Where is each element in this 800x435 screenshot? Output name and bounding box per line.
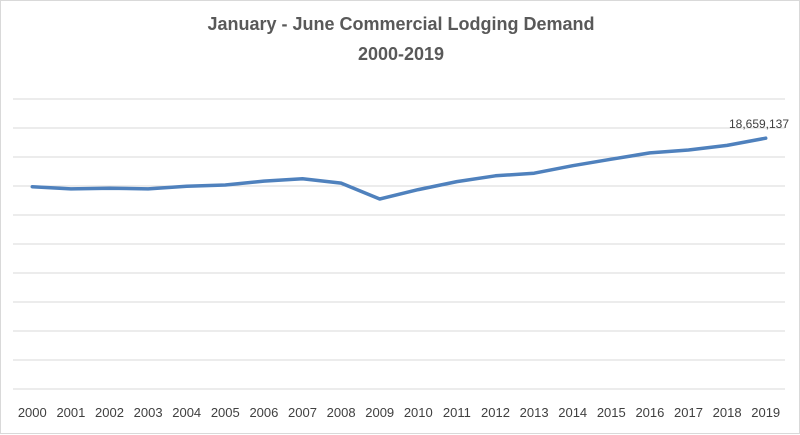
x-tick-label: 2016 [635,405,664,420]
x-tick-label: 2010 [404,405,433,420]
gridlines [13,99,785,389]
x-tick-label: 2005 [211,405,240,420]
x-axis-ticks: 2000 2001 2002 2003 2004 2005 2006 2007 2008 2009… [18,405,780,420]
x-tick-label: 2007 [288,405,317,420]
x-tick-label: 2008 [327,405,356,420]
x-tick-label: 2015 [597,405,626,420]
x-tick-label: 2009 [365,405,394,420]
x-tick-label: 2006 [249,405,278,420]
x-tick-label: 2017 [674,405,703,420]
x-tick-label: 2019 [751,405,780,420]
x-tick-label: 2014 [558,405,587,420]
series-line [32,138,765,199]
x-tick-label: 2003 [134,405,163,420]
x-tick-label: 2011 [443,405,471,420]
x-tick-label: 2004 [172,405,201,420]
x-tick-label: 2002 [95,405,124,420]
annotations: 18,659,137 [729,117,789,131]
x-tick-label: 2018 [713,405,742,420]
x-tick-label: 2000 [18,405,47,420]
x-tick-label: 2012 [481,405,510,420]
data-label: 18,659,137 [729,117,789,131]
series-layer [32,138,766,199]
x-tick-label: 2013 [520,405,549,420]
x-tick-label: 2001 [56,405,85,420]
